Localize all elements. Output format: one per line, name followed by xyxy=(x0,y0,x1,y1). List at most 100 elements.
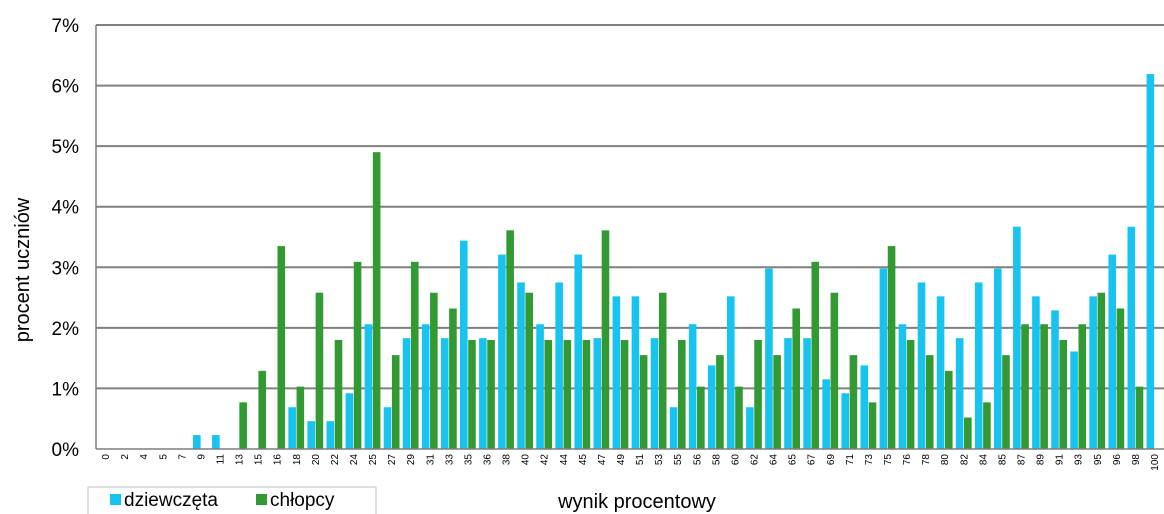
bar-girls xyxy=(841,393,850,449)
bar-boys xyxy=(239,402,247,449)
x-tick-label: 22 xyxy=(330,454,341,466)
bar-girls xyxy=(593,338,602,449)
bar-girls xyxy=(784,338,792,449)
bar-boys xyxy=(334,339,343,449)
y-tick-label: 7% xyxy=(52,16,80,37)
x-tick-label: 31 xyxy=(425,454,436,466)
legend-swatch-girls xyxy=(110,494,121,505)
x-tick-label: 87 xyxy=(1016,454,1027,466)
bar-boys xyxy=(754,339,762,449)
bar-boys xyxy=(773,355,781,449)
y-tick-label: 3% xyxy=(52,258,80,279)
bar-boys xyxy=(1021,324,1029,449)
x-tick-label: 25 xyxy=(368,454,379,466)
x-tick-label: 60 xyxy=(730,454,741,466)
legend-swatch-boys xyxy=(256,494,267,505)
x-tick-label: 89 xyxy=(1036,454,1047,466)
y-tick-label: 0% xyxy=(52,440,80,461)
x-tick-label: 98 xyxy=(1131,454,1142,466)
bar-boys xyxy=(811,261,820,449)
bar-girls xyxy=(364,324,373,449)
bar-girls xyxy=(631,296,640,449)
bar-girls xyxy=(1013,226,1021,449)
y-tick-label: 6% xyxy=(52,77,80,98)
bar-girls xyxy=(612,296,621,449)
bar-girls xyxy=(1127,226,1136,449)
bar-boys xyxy=(906,339,915,449)
bar-girls xyxy=(1051,310,1059,449)
bar-girls xyxy=(746,407,754,449)
bar-girls xyxy=(326,421,335,449)
x-tick-label: 58 xyxy=(711,454,722,466)
bar-boys xyxy=(430,292,438,449)
bar-boys xyxy=(487,339,495,449)
x-tick-label: 16 xyxy=(273,454,284,466)
bar-girls xyxy=(917,282,926,449)
bar-boys xyxy=(792,308,801,449)
bar-girls xyxy=(650,338,659,449)
x-tick-label: 36 xyxy=(482,454,493,466)
x-tick-label: 29 xyxy=(406,454,417,466)
x-tick-label: 45 xyxy=(578,454,589,466)
bar-boys xyxy=(410,261,419,449)
x-tick-label: 65 xyxy=(788,454,799,466)
legend-box xyxy=(87,486,377,514)
x-tick-label: 64 xyxy=(769,454,780,466)
legend-label-boys: chłopcy xyxy=(270,490,335,511)
bar-boys xyxy=(677,339,686,449)
x-tick-label: 9 xyxy=(196,454,207,460)
bar-boys xyxy=(277,246,286,449)
bar-girls xyxy=(574,254,583,449)
bar-boys xyxy=(944,370,953,449)
x-tick-label: 27 xyxy=(387,454,398,466)
x-tick-label: 100 xyxy=(1150,454,1161,471)
bar-girls xyxy=(936,296,945,449)
bar-boys xyxy=(1116,308,1125,449)
x-tick-label: 96 xyxy=(1112,454,1123,466)
bar-girls xyxy=(1146,74,1155,449)
x-tick-label: 35 xyxy=(463,454,474,466)
bar-girls xyxy=(860,365,869,449)
bar-girls xyxy=(822,379,830,449)
bar-girls xyxy=(555,282,563,449)
x-tick-label: 55 xyxy=(673,454,684,466)
x-tick-label: 69 xyxy=(826,454,837,466)
bar-boys xyxy=(296,386,305,449)
bar-boys xyxy=(525,292,534,449)
x-tick-label: 78 xyxy=(921,454,932,466)
bar-boys xyxy=(315,292,324,449)
x-tick-label: 84 xyxy=(978,454,989,466)
bar-girls xyxy=(898,324,907,449)
bar-boys xyxy=(468,339,476,449)
y-tick-label: 4% xyxy=(52,198,80,219)
bar-girls xyxy=(498,254,506,449)
bar-girls xyxy=(345,393,354,449)
bar-girls xyxy=(1070,351,1078,449)
x-axis-title: wynik procentowy xyxy=(557,491,716,513)
bar-girls xyxy=(440,338,449,449)
x-tick-label: 42 xyxy=(540,454,551,466)
x-tick-label: 7 xyxy=(177,454,188,460)
bar-boys xyxy=(372,152,381,449)
bar-boys xyxy=(544,339,553,449)
x-tick-label: 85 xyxy=(997,454,1008,466)
y-axis-title: procent uczniów xyxy=(12,197,34,342)
bar-boys xyxy=(506,230,514,449)
x-tick-label: 33 xyxy=(444,454,455,466)
bar-boys xyxy=(353,261,362,449)
bar-boys xyxy=(391,355,400,449)
x-tick-label: 62 xyxy=(749,454,760,466)
bar-girls xyxy=(879,268,888,449)
bar-girls xyxy=(212,435,220,449)
bar-girls xyxy=(993,268,1002,449)
bar-girls xyxy=(402,338,411,449)
bar-girls xyxy=(803,338,811,449)
bars xyxy=(192,74,1155,449)
x-tick-label: 49 xyxy=(616,454,627,466)
bar-girls xyxy=(517,282,525,449)
bar-boys xyxy=(620,339,629,449)
x-tick-label: 71 xyxy=(845,454,856,466)
x-tick-label: 82 xyxy=(959,454,970,466)
bar-boys xyxy=(639,355,648,449)
x-tick-label: 38 xyxy=(502,454,513,466)
